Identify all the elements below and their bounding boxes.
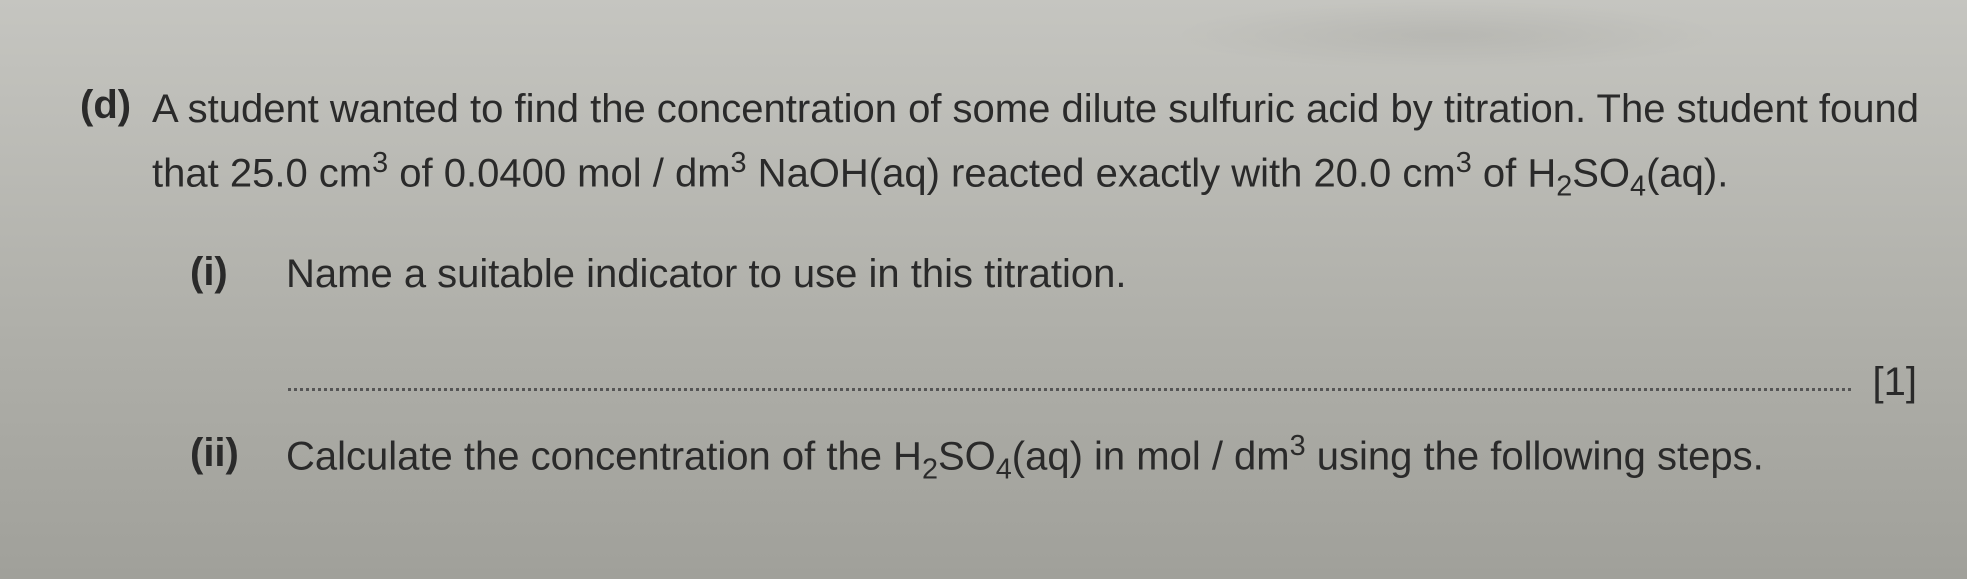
- part-label-i: (i): [190, 244, 286, 300]
- subquestion-ii: (ii) Calculate the concentration of the …: [190, 425, 1927, 492]
- part-label-ii: (ii): [190, 425, 286, 481]
- question-d-text: A student wanted to find the concentrati…: [152, 78, 1927, 210]
- marks-badge: [1]: [1873, 360, 1927, 405]
- answer-blank-line: [288, 388, 1851, 391]
- answer-line-row: [1]: [288, 346, 1927, 391]
- exam-question-block: (d) A student wanted to find the concent…: [0, 0, 1967, 579]
- subquestion-i-text: Name a suitable indicator to use in this…: [286, 244, 1927, 304]
- subquestion-ii-text: Calculate the concentration of the H2SO4…: [286, 425, 1927, 492]
- subquestion-i: (i) Name a suitable indicator to use in …: [190, 244, 1927, 304]
- question-d: (d) A student wanted to find the concent…: [80, 78, 1927, 210]
- part-label-d: (d): [80, 78, 152, 132]
